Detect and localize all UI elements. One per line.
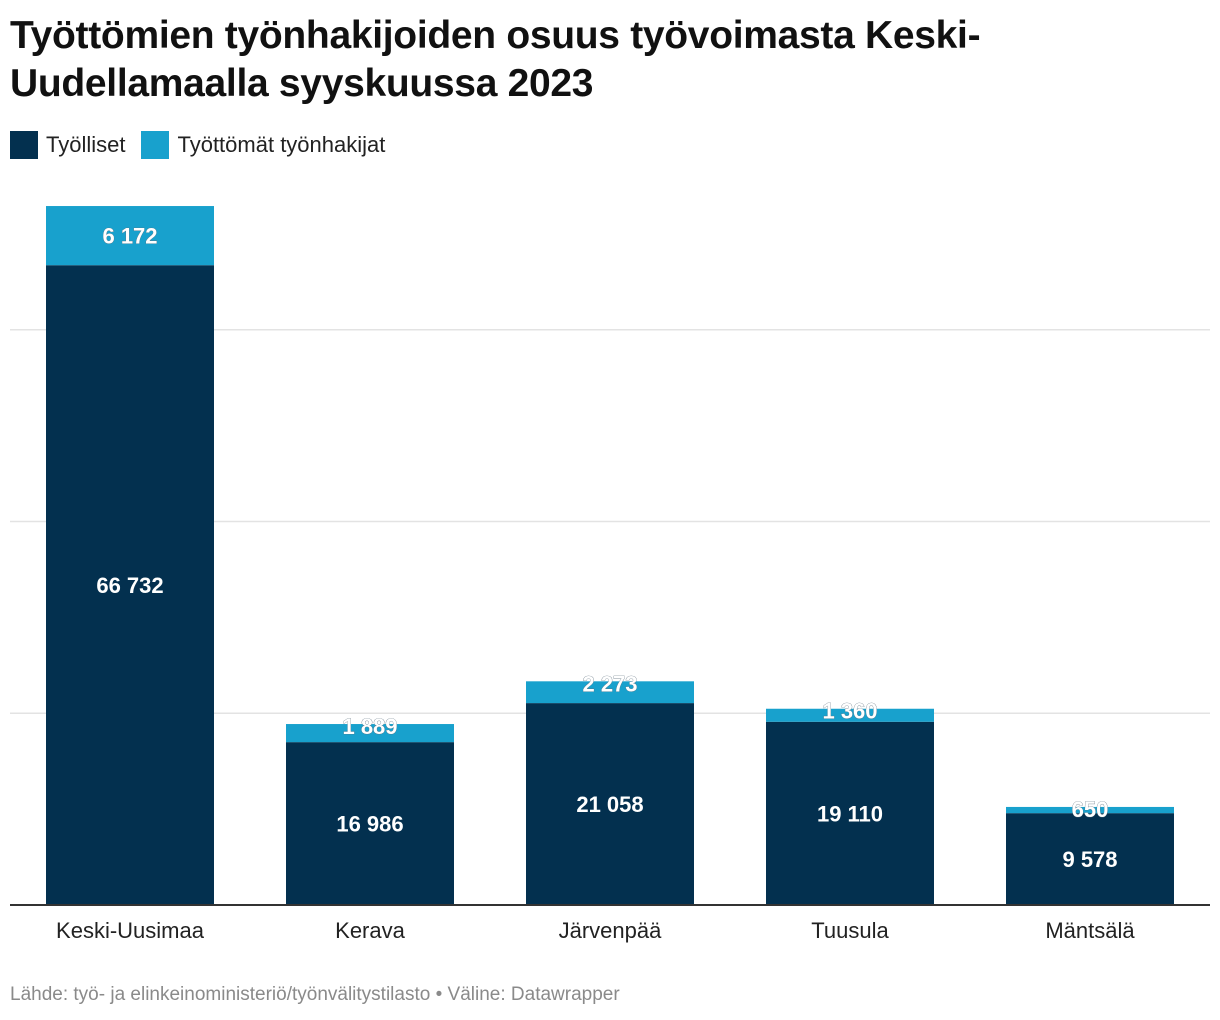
x-tick-label-5: Mäntsälä: [1045, 918, 1135, 943]
legend-item-unemployed: Työttömät työnhakijat: [141, 131, 385, 159]
legend-label-unemployed: Työttömät työnhakijat: [177, 132, 386, 157]
x-tick-label-2: Kerava: [335, 918, 405, 943]
bar-employed-1: [46, 265, 214, 906]
bar-unemployed-5: [1006, 806, 1174, 814]
bar-unemployed-2: [286, 724, 454, 743]
legend-label-employed: Työlliset: [46, 132, 126, 157]
legend-item-employed: Työlliset: [10, 131, 125, 159]
bar-unemployed-3: [526, 681, 694, 704]
x-tick-label-4: Tuusula: [811, 918, 889, 943]
x-tick-label-1: Keski-Uusimaa: [56, 918, 205, 943]
bar-employed-3: [526, 703, 694, 905]
stacked-bar-chart: 66 732 6 172 Keski-Uusimaa 16 986 1 889 Kerav…: [10, 206, 1210, 943]
data-label-unemployed-2: 1 889: [342, 714, 397, 739]
data-label-employed-4: 19 110: [817, 801, 883, 826]
data-label-employed-5: 9 578: [1062, 847, 1117, 872]
bar-unemployed-4: [766, 708, 934, 722]
data-label-employed-2: 16 986: [336, 812, 403, 837]
bar-employed-2: [286, 742, 454, 905]
data-label-employed-1: 66 732: [96, 573, 163, 598]
bar-employed-5: [1006, 813, 1174, 905]
data-label-employed-3: 21 058: [576, 792, 643, 817]
data-label-unemployed-5: 650: [1072, 797, 1109, 822]
source-note: Lähde: työ- ja elinkeinoministeriö/työnv…: [10, 984, 620, 1005]
legend-swatch-employed: [10, 131, 38, 159]
bar-unemployed-1: [46, 206, 214, 266]
chart-title: Työttömien työnhakijoiden osuus työvoima…: [10, 14, 981, 105]
data-label-unemployed-3: 2 273: [582, 671, 637, 696]
bar-employed-4: [766, 721, 934, 905]
legend-swatch-unemployed: [141, 131, 170, 159]
data-label-unemployed-1: 6 172: [102, 224, 157, 249]
legend: Työlliset Työttömät työnhakijat: [10, 131, 385, 159]
data-label-unemployed-4: 1 360: [822, 699, 877, 724]
x-tick-label-3: Järvenpää: [559, 918, 663, 943]
